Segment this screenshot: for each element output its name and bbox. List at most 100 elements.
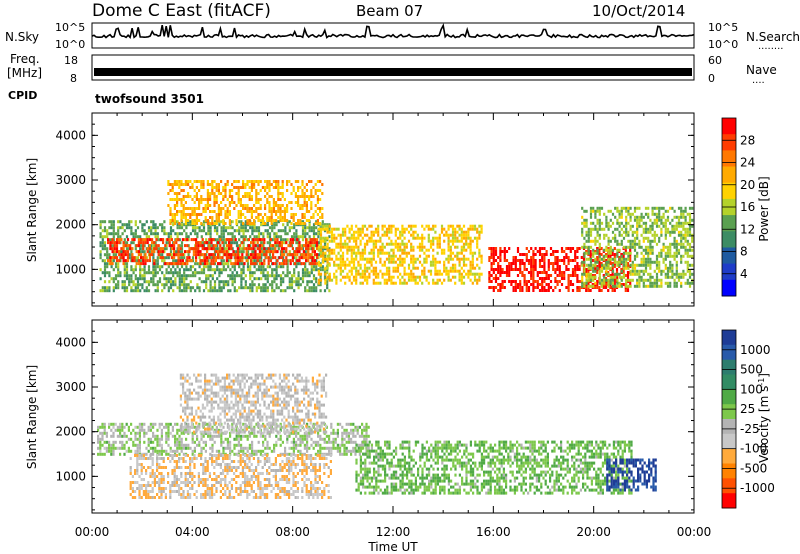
nsearch-tick-bottom: 10^0 (708, 38, 738, 51)
velocity-ylabel: Slant Range [km] (25, 365, 39, 469)
power-panel: 1000 2000 3000 4000 Slant Range [km] (25, 112, 695, 307)
power-swatch-7 (722, 231, 736, 248)
xtick-5: 20:00 (576, 525, 611, 539)
power-colorbar: 28 24 20 16 12 8 4 Power [dB] (721, 117, 771, 297)
velocity-colorbar-tick-2: 100 (740, 382, 763, 396)
nsky-tick-bottom: 10^0 (55, 38, 85, 51)
velocity-colorbar: 1000 500 100 25 -25 -100 -500 -1000 Velocity [m… (721, 329, 775, 509)
xtick-3: 12:00 (376, 525, 411, 539)
nave-label: Nave (746, 63, 777, 77)
velocity-label-exponent: -1 (757, 378, 766, 386)
velocity-colorbar-label: Velocity [m s-1] (757, 373, 772, 463)
xtick-6: 00:00 (677, 525, 712, 539)
freq-frame (91, 54, 695, 81)
velocity-swatch-6 (722, 419, 736, 435)
velocity-swatch-9 (722, 463, 736, 479)
velocity-swatch-0 (722, 330, 736, 346)
velocity-swatch-3 (722, 374, 736, 390)
power-region-2 (167, 180, 324, 225)
nave-tick-top: 60 (708, 54, 722, 67)
freq-tick-bottom: 8 (70, 72, 77, 85)
power-swatch-8 (722, 247, 736, 265)
velocity-label-main: Velocity [m s (757, 386, 771, 463)
power-region-1 (107, 238, 319, 266)
velocity-swatch-2 (722, 359, 736, 375)
cpid-label: CPID (8, 89, 37, 102)
velocity-ytick-3: 4000 (55, 335, 86, 349)
nsearch-tick-top: 10^5 (708, 21, 738, 34)
power-ytick-2: 3000 (55, 173, 86, 187)
velocity-colorbar-tick-1: 500 (740, 363, 763, 377)
velocity-colorbar-tick-4: -25 (740, 422, 760, 436)
power-swatch-4 (722, 182, 736, 200)
velocity-region-1 (129, 454, 332, 499)
power-data (99, 180, 694, 293)
power-swatch-0 (722, 118, 736, 135)
velocity-swatch-5 (722, 404, 736, 420)
power-ytick-3: 4000 (55, 128, 86, 142)
power-colorbar-tick-6: 4 (740, 267, 748, 281)
freq-panel: Freq. [MHz] 18 8 60 0 Nave .... (7, 52, 777, 86)
nsky-label: N.Sky (5, 30, 39, 44)
power-swatch-9 (722, 263, 736, 281)
power-colorbar-tick-3: 16 (740, 200, 755, 214)
power-ytick-0: 1000 (55, 262, 86, 276)
cpid-value: twofsound 3501 (95, 92, 204, 106)
velocity-swatch-10 (722, 478, 736, 494)
nave-marker: .... (752, 75, 765, 86)
time-axis: 00:00 04:00 08:00 12:00 16:00 20:00 00:00 (75, 525, 712, 539)
nsky-panel: N.Sky 10^5 10^0 10^5 10^0 N.Search .....… (5, 21, 800, 52)
power-colorbar-tick-4: 12 (740, 222, 755, 236)
freq-label: Freq. (10, 52, 40, 66)
power-colorbar-label: Power [dB] (757, 176, 771, 241)
power-swatch-6 (722, 215, 736, 232)
power-region-3 (317, 224, 483, 285)
velocity-swatch-8 (722, 448, 736, 464)
velocity-swatch-7 (722, 433, 736, 450)
xtick-4: 16:00 (476, 525, 511, 539)
velocity-colorbar-tick-5: -100 (740, 442, 767, 456)
velocity-swatch-4 (722, 389, 736, 405)
velocity-colorbar-tick-3: 25 (740, 402, 755, 416)
power-colorbar-tick-2: 20 (740, 178, 755, 192)
velocity-label-close: ] (757, 373, 771, 378)
xtick-2: 08:00 (275, 525, 310, 539)
power-ytick-1: 2000 (55, 218, 86, 232)
nsearch-label: N.Search (746, 30, 800, 44)
velocity-swatch-1 (722, 344, 736, 361)
power-swatch-2 (722, 150, 736, 168)
power-ylabel: Slant Range [km] (25, 158, 39, 262)
power-colorbar-tick-0: 28 (740, 133, 755, 147)
velocity-swatch-11 (722, 493, 736, 509)
nave-tick-bottom: 0 (708, 72, 715, 85)
velocity-ytick-2: 3000 (55, 380, 86, 394)
freq-unit: [MHz] (7, 66, 42, 80)
xlabel: Time UT (367, 540, 418, 554)
nsky-tick-top: 10^5 (55, 21, 85, 34)
xtick-0: 00:00 (75, 525, 110, 539)
station-title: Dome C East (fitACF) (92, 1, 271, 21)
nsearch-marker: ........ (758, 41, 783, 52)
power-swatch-3 (722, 166, 736, 184)
velocity-ytick-1: 2000 (55, 425, 86, 439)
velocity-colorbar-tick-6: -500 (740, 461, 767, 475)
velocity-ytick-0: 1000 (55, 469, 86, 483)
velocity-colorbar-tick-0: 1000 (740, 343, 771, 357)
nsky-trace (91, 23, 695, 39)
power-region-5 (581, 206, 694, 288)
beam-label: Beam 07 (356, 2, 423, 20)
velocity-y-axis: 1000 2000 3000 4000 (55, 320, 695, 513)
velocity-data (97, 373, 657, 499)
date-label: 10/Oct/2014 (592, 2, 685, 20)
power-colorbar-tick-1: 24 (740, 156, 755, 170)
power-y-axis: 1000 2000 3000 4000 (55, 113, 695, 306)
freq-tick-top: 18 (64, 54, 78, 67)
velocity-region-2 (179, 373, 328, 434)
velocity-region-4 (606, 458, 657, 492)
power-colorbar-tick-5: 8 (740, 245, 748, 259)
power-swatch-10 (722, 279, 736, 297)
power-swatch-1 (722, 134, 736, 151)
xtick-1: 04:00 (175, 525, 210, 539)
